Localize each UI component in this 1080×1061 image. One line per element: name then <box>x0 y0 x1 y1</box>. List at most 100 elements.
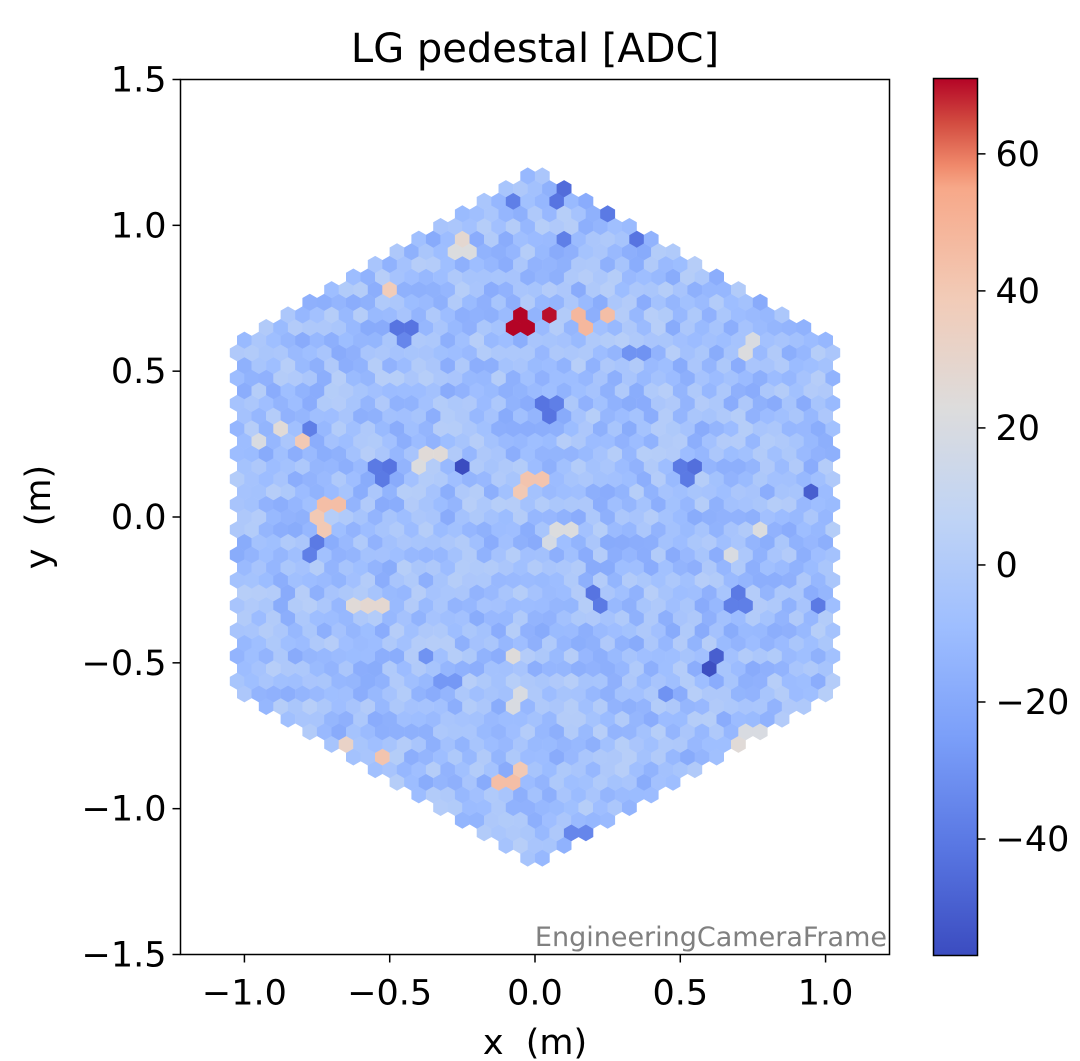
camera-pixel <box>454 634 470 652</box>
camera-pixel <box>527 281 543 299</box>
camera-pixel <box>324 432 339 450</box>
camera-pixel <box>745 559 761 577</box>
camera-pixel <box>549 571 565 589</box>
camera-pixel <box>651 445 666 463</box>
camera-pixel <box>672 356 688 374</box>
camera-pixel <box>462 596 477 614</box>
camera-pixel <box>338 306 354 324</box>
camera-pixel <box>556 205 572 223</box>
camera-pixel <box>280 609 296 627</box>
camera-pixel <box>404 445 419 463</box>
camera-pixel <box>665 319 681 337</box>
camera-pixel <box>687 735 703 753</box>
camera-pixel <box>273 546 289 564</box>
camera-pixel <box>513 180 528 198</box>
camera-pixel <box>716 457 732 475</box>
camera-pixel <box>425 432 441 450</box>
camera-pixel <box>484 205 499 223</box>
camera-pixel <box>549 824 565 842</box>
camera-pixel <box>476 420 492 438</box>
camera-pixel <box>651 596 666 614</box>
camera-pixel <box>658 660 674 678</box>
camera-pixel <box>767 571 783 589</box>
camera-pixel <box>520 218 536 236</box>
camera-pixel <box>360 697 376 715</box>
camera-pixel <box>404 521 419 539</box>
camera-pixel <box>425 710 441 728</box>
camera-pixel <box>651 647 666 665</box>
camera-pixel <box>658 559 674 577</box>
camera-pixel <box>709 268 724 286</box>
camera-pixel <box>389 470 405 488</box>
camera-pixel <box>316 420 332 438</box>
camera-pixel <box>454 205 470 223</box>
camera-pixel <box>585 281 601 299</box>
camera-pixel <box>382 508 398 526</box>
camera-pixel <box>818 660 833 678</box>
camera-pixel <box>571 306 586 324</box>
camera-pixel <box>796 697 812 715</box>
camera-pixel <box>484 483 499 501</box>
camera-pixel <box>382 382 398 400</box>
camera-pixel <box>701 735 717 753</box>
camera-pixel <box>767 521 783 539</box>
y-tick-label: 1.5 <box>111 61 167 101</box>
camera-pixel <box>454 331 470 349</box>
camera-pixel <box>825 647 841 665</box>
camera-pixel <box>723 672 739 690</box>
camera-pixel <box>622 647 637 665</box>
camera-pixel <box>716 559 732 577</box>
camera-pixel <box>571 483 586 501</box>
camera-pixel <box>796 521 812 539</box>
camera-pixel <box>411 710 427 728</box>
camera-pixel <box>687 609 703 627</box>
camera-pixel <box>295 609 310 627</box>
camera-pixel <box>360 268 376 286</box>
camera-pixel <box>803 483 819 501</box>
camera-pixel <box>346 596 361 614</box>
camera-pixel <box>796 445 812 463</box>
camera-pixel <box>404 293 419 311</box>
camera-pixel <box>767 445 783 463</box>
camera-pixel <box>389 672 405 690</box>
camera-pixel <box>534 697 550 715</box>
colorbar-tick-label: −40 <box>996 820 1070 860</box>
camera-pixel <box>760 710 775 728</box>
camera-pixel <box>774 306 790 324</box>
camera-pixel <box>302 521 318 539</box>
camera-pixel <box>709 672 724 690</box>
camera-pixel <box>273 622 289 640</box>
camera-pixel <box>229 571 245 589</box>
camera-pixel <box>440 255 456 273</box>
camera-pixel <box>760 508 775 526</box>
camera-pixel <box>571 407 586 425</box>
camera-pixel <box>375 672 390 690</box>
camera-pixel <box>331 293 347 311</box>
camera-pixel <box>614 230 630 248</box>
camera-pixel <box>571 508 586 526</box>
camera-pixel <box>556 281 572 299</box>
camera-pixel <box>672 432 688 450</box>
camera-pixel <box>433 571 448 589</box>
camera-pixel <box>389 622 405 640</box>
camera-pixel <box>425 685 441 703</box>
camera-pixel <box>469 382 485 400</box>
camera-pixel <box>614 533 630 551</box>
camera-pixel <box>810 546 826 564</box>
camera-pixel <box>527 710 543 728</box>
camera-pixel <box>229 596 245 614</box>
camera-pixel <box>534 470 550 488</box>
camera-pixel <box>462 798 477 816</box>
camera-pixel <box>360 319 376 337</box>
camera-pixel <box>614 432 630 450</box>
camera-pixel <box>716 356 732 374</box>
camera-pixel <box>585 457 601 475</box>
camera-pixel <box>469 205 485 223</box>
camera-pixel <box>346 697 361 715</box>
camera-pixel <box>462 445 477 463</box>
camera-pixel <box>418 243 434 261</box>
colorbar-tick-label: 60 <box>996 135 1041 175</box>
camera-pixel <box>338 483 354 501</box>
camera-pixel <box>818 508 833 526</box>
camera-pixel <box>454 508 470 526</box>
